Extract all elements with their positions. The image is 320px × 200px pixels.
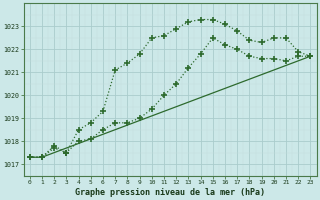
X-axis label: Graphe pression niveau de la mer (hPa): Graphe pression niveau de la mer (hPa)	[75, 188, 265, 197]
